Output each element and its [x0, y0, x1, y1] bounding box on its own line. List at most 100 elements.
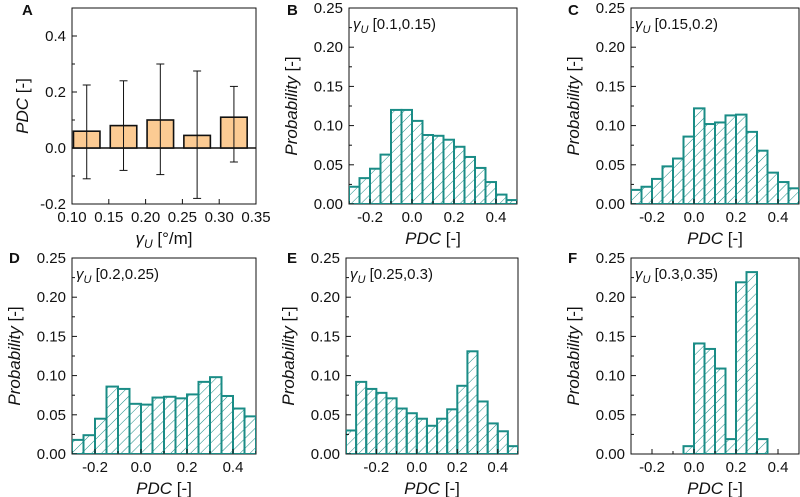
y-axis-label: Probability [-]: [564, 306, 583, 405]
histogram-bar: [505, 199, 517, 204]
histogram-bar: [400, 108, 413, 204]
histogram-bar: [672, 157, 685, 204]
panel-label: F: [568, 250, 577, 267]
y-tick-label: 0.00: [596, 196, 625, 213]
panel-label: C: [568, 2, 579, 19]
y-tick-label: 0.05: [596, 157, 625, 174]
x-axis-label: PDC [-]: [404, 479, 460, 497]
x-tick-label: 0.25: [168, 209, 197, 226]
histogram-bar: [456, 384, 469, 454]
y-tick-label: 0.10: [314, 118, 343, 135]
range-annotation: γU [0.25,0.3): [350, 266, 433, 286]
x-tick-label: 0.4: [486, 209, 507, 226]
plot-frame: [71, 7, 257, 205]
y-tick-label: 0.25: [596, 250, 625, 267]
x-axis-label: PDC [-]: [136, 479, 192, 497]
histogram-bar: [436, 417, 449, 454]
y-tick-label: 0.0: [45, 140, 66, 157]
y-tick-label: 0.00: [596, 446, 625, 463]
histogram-bar: [446, 408, 459, 454]
range-annotation: γU [0.2,0.25): [76, 266, 159, 286]
histogram-bar: [466, 350, 479, 454]
histogram-bar: [140, 403, 154, 454]
x-axis-label: PDC [-]: [687, 229, 743, 248]
y-tick-label: 0.20: [596, 289, 625, 306]
x-tick-label: 0.4: [223, 459, 244, 476]
histogram-bar: [442, 138, 455, 204]
histogram-bar: [651, 177, 664, 204]
histogram-bar: [390, 108, 403, 204]
histogram-bar: [484, 181, 497, 204]
x-tick-label: 0.30: [205, 209, 234, 226]
histogram-bar: [703, 123, 716, 204]
range-annotation: γU [0.3,0.35): [635, 266, 718, 286]
histogram-bar: [105, 385, 119, 454]
panel-a: A -0.2 0.0 0.2 0.4 0.10 0.15 0.20 0.25 0.30 0.35 γU…: [13, 2, 271, 251]
y-axis-label: Probability [-]: [564, 56, 583, 155]
histogram-bar: [724, 114, 737, 204]
histogram-bar: [682, 135, 695, 204]
histogram-bar: [174, 397, 188, 454]
y-tick-label: 0.00: [37, 446, 66, 463]
y-tick-label: 0.00: [311, 446, 340, 463]
histogram-bar: [693, 107, 706, 204]
histogram-bar: [411, 119, 424, 204]
x-tick-label: 0.0: [406, 459, 427, 476]
histogram-bar: [197, 380, 211, 454]
histogram-bars: [682, 271, 769, 454]
x-tick-label: 0.10: [57, 209, 86, 226]
histogram-bar: [474, 166, 487, 204]
y-tick-label: 0.25: [314, 0, 343, 17]
x-tick-label: -0.2: [639, 459, 665, 476]
error-bar: [193, 70, 202, 199]
histogram-bars: [72, 376, 256, 454]
y-axis-label: PDC [-]: [13, 78, 32, 134]
histogram-bar: [496, 430, 509, 454]
error-bar: [156, 63, 165, 176]
x-tick-label: 0.2: [177, 459, 198, 476]
histogram-bars: [349, 108, 517, 204]
x-tick-label: 0.0: [131, 459, 152, 476]
histogram-bar: [379, 153, 392, 204]
range-annotation: γU [0.1,0.15): [353, 16, 436, 36]
x-tick-label: 0.15: [94, 209, 123, 226]
y-axis-label: Probability [-]: [282, 56, 301, 155]
x-tick-label: 0.0: [684, 459, 705, 476]
panel-c: CγU [0.15,0.2) 0.00 0.05 0.10 0.15 0.20 0.25 -0…: [564, 0, 800, 248]
histogram-bar: [756, 149, 769, 204]
histogram-bar: [693, 342, 706, 454]
y-tick-label: 0.10: [596, 118, 625, 135]
histogram-bar: [714, 121, 727, 204]
x-axis-label: PDC [-]: [405, 229, 461, 248]
y-tick-label: 0.20: [596, 39, 625, 56]
histogram-bar: [128, 402, 142, 454]
histogram-bar: [777, 181, 790, 204]
histogram-bar: [506, 445, 518, 454]
panel-label: E: [287, 250, 297, 267]
histogram-bars: [631, 107, 799, 204]
histogram-bar: [255, 438, 256, 454]
y-tick-label: 0.25: [596, 0, 625, 17]
histogram-bar: [735, 113, 748, 204]
x-tick-label: -0.2: [82, 459, 108, 476]
histogram-bar: [117, 387, 131, 454]
x-tick-label: 0.4: [487, 459, 508, 476]
range-annotation: γU [0.15,0.2): [635, 16, 718, 36]
y-tick-label: 0.10: [37, 368, 66, 385]
x-tick-label: 0.0: [402, 209, 423, 226]
x-axis-label: γU [°/m]: [135, 229, 192, 251]
histogram-bar: [82, 434, 96, 454]
histogram-bar: [724, 438, 737, 454]
histogram-bar: [186, 393, 200, 454]
histogram-bar: [453, 145, 466, 204]
x-tick-label: 0.2: [726, 209, 747, 226]
histogram-bar: [365, 387, 378, 454]
x-tick-label: 0.4: [768, 209, 789, 226]
histogram-bar: [209, 376, 223, 454]
error-bar: [119, 80, 128, 171]
histogram-bar: [415, 417, 428, 454]
panel-label: A: [22, 2, 33, 19]
y-axis-label: Probability [-]: [279, 306, 298, 405]
x-tick-label: 0.2: [444, 209, 465, 226]
histogram-bar: [745, 130, 758, 204]
